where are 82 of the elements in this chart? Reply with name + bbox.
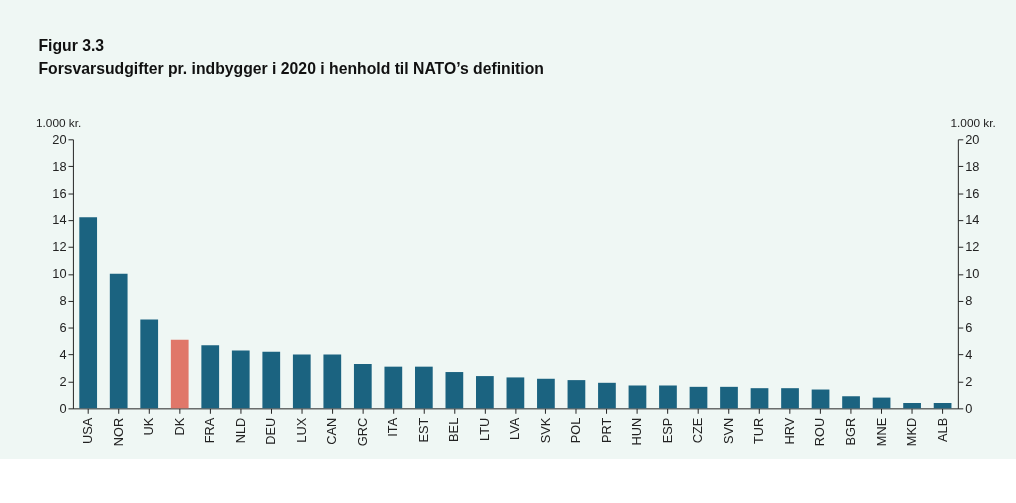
bar	[231, 350, 250, 409]
bar	[689, 386, 708, 409]
bar	[842, 396, 860, 409]
y-axis-title: 1.000 kr.	[35, 116, 82, 131]
x-tick-label: GRC	[354, 417, 370, 447]
y2-tick-label: 6	[965, 320, 973, 336]
bar	[201, 345, 220, 409]
x-tick-label: SVK	[537, 417, 553, 444]
x-tick-label: USA	[80, 417, 96, 445]
bar	[628, 385, 647, 409]
x-tick-label: HRV	[781, 417, 797, 445]
bar	[537, 378, 555, 409]
y-tick-label: 6	[59, 320, 67, 336]
x-tick-label: EST	[415, 417, 431, 443]
y2-tick-label: 4	[965, 346, 973, 362]
bar	[79, 217, 98, 409]
x-tick-label: DEU	[263, 417, 279, 445]
bar	[781, 388, 799, 409]
x-tick-label: ITA	[385, 417, 401, 437]
x-tick-label: PRT	[598, 417, 614, 444]
y2-tick-label: 8	[965, 293, 973, 309]
x-tick-label: BEL	[446, 417, 462, 442]
x-tick-label: UK	[141, 417, 157, 436]
y2-tick-label: 2	[965, 373, 973, 389]
y2-axis-title: 1.000 kr.	[950, 116, 996, 131]
x-tick-label: TUR	[751, 417, 767, 445]
bar	[414, 366, 433, 409]
x-tick-label: SVN	[720, 417, 736, 445]
x-tick-label: NLD	[232, 417, 248, 444]
x-tick-label: LVA	[507, 417, 523, 441]
bar	[659, 385, 677, 409]
x-tick-label: NOR	[110, 417, 126, 447]
y2-tick-label: 20	[965, 131, 980, 147]
x-tick-label: BGR	[843, 417, 858, 446]
chart-title: Figur 3.3	[38, 36, 105, 54]
bar	[720, 386, 738, 409]
x-tick-label: ROU	[812, 417, 828, 447]
bar	[262, 351, 281, 409]
x-tick-label: ALB	[934, 417, 950, 442]
bar	[476, 376, 494, 409]
bar	[323, 354, 342, 409]
bar	[811, 389, 830, 409]
x-tick-label: ESP	[659, 417, 675, 444]
y-tick-label: 10	[52, 266, 67, 282]
x-tick-label: CAN	[324, 417, 340, 445]
y-tick-label: 20	[52, 131, 67, 147]
y-tick-label: 16	[52, 185, 67, 201]
x-tick-label: CZE	[690, 417, 706, 444]
bar	[567, 380, 586, 409]
x-tick-label: LTU	[476, 417, 492, 441]
y-tick-label: 14	[52, 212, 67, 228]
y2-tick-label: 12	[965, 239, 980, 255]
bar	[750, 388, 769, 409]
chart-subtitle: Forsvarsudgifter pr. indbygger i 2020 i henhold til NATO’s definition	[38, 60, 544, 78]
y2-tick-label: 18	[965, 158, 980, 174]
x-tick-label: HUN	[629, 417, 645, 446]
y2-tick-label: 16	[965, 185, 980, 201]
y-tick-label: 4	[59, 346, 67, 362]
x-tick-label: MKD	[904, 417, 920, 447]
bar	[170, 339, 189, 409]
x-tick-label: MNE	[873, 417, 889, 447]
x-tick-label: DK	[171, 417, 187, 436]
x-tick-label: LUX	[293, 417, 309, 443]
bar	[292, 354, 311, 409]
bar	[140, 319, 159, 409]
bar	[109, 273, 128, 409]
bar	[353, 363, 372, 409]
x-tick-label: FRA	[202, 417, 218, 444]
bar	[445, 372, 464, 409]
y-tick-label: 12	[52, 239, 67, 255]
bar	[384, 366, 403, 409]
y-tick-label: 0	[59, 400, 67, 416]
y-tick-label: 8	[59, 293, 67, 309]
bar	[598, 382, 616, 409]
y-tick-label: 18	[52, 158, 67, 174]
y2-tick-label: 14	[965, 212, 980, 228]
bar	[506, 377, 525, 409]
y2-tick-label: 0	[965, 400, 973, 416]
y2-tick-label: 10	[965, 266, 980, 282]
x-tick-label: POL	[568, 417, 584, 444]
y-tick-label: 2	[59, 373, 67, 389]
bar	[903, 402, 921, 409]
